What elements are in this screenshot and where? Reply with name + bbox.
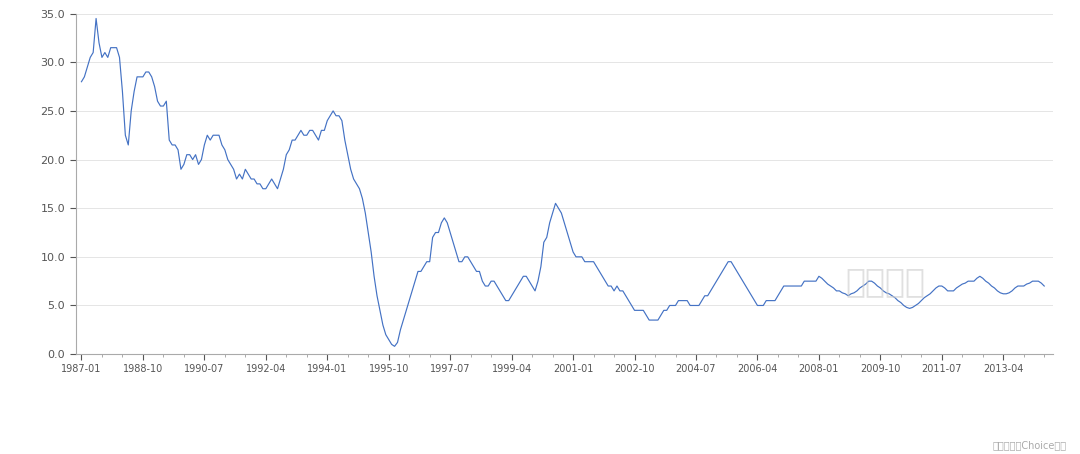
Text: 烽火楼市: 烽火楼市 bbox=[846, 265, 926, 298]
Text: 数据来源：Choice数据: 数据来源：Choice数据 bbox=[993, 440, 1067, 450]
